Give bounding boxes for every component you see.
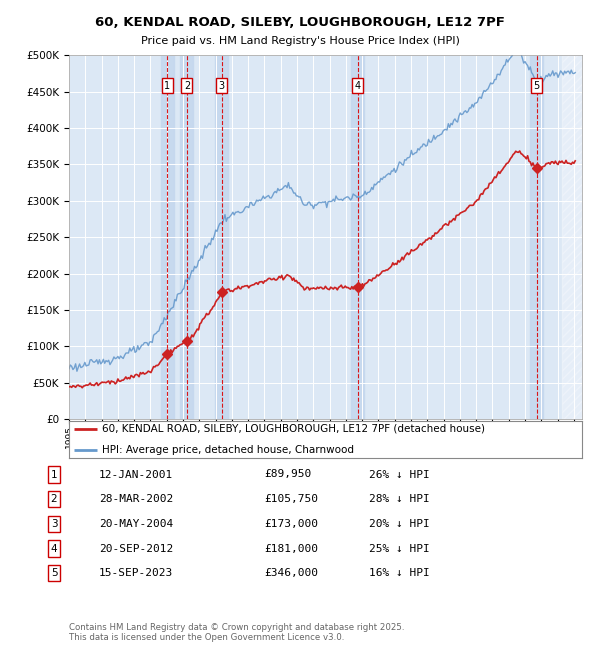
Bar [562, 55, 582, 419]
Text: Price paid vs. HM Land Registry's House Price Index (HPI): Price paid vs. HM Land Registry's House … [140, 36, 460, 46]
Text: 3: 3 [50, 519, 58, 529]
Text: 26% ↓ HPI: 26% ↓ HPI [369, 469, 430, 480]
Text: £89,950: £89,950 [264, 469, 311, 480]
Text: 1: 1 [50, 469, 58, 480]
Text: 4: 4 [355, 81, 361, 91]
Text: £346,000: £346,000 [264, 568, 318, 578]
Text: 20-SEP-2012: 20-SEP-2012 [99, 543, 173, 554]
Text: 2: 2 [50, 494, 58, 504]
Text: 60, KENDAL ROAD, SILEBY, LOUGHBOROUGH, LE12 7PF: 60, KENDAL ROAD, SILEBY, LOUGHBOROUGH, L… [95, 16, 505, 29]
Bar [181, 55, 193, 419]
Text: 25% ↓ HPI: 25% ↓ HPI [369, 543, 430, 554]
Text: 12-JAN-2001: 12-JAN-2001 [99, 469, 173, 480]
Text: 15-SEP-2023: 15-SEP-2023 [99, 568, 173, 578]
Text: £105,750: £105,750 [264, 494, 318, 504]
Text: 60, KENDAL ROAD, SILEBY, LOUGHBOROUGH, LE12 7PF (detached house): 60, KENDAL ROAD, SILEBY, LOUGHBOROUGH, L… [103, 424, 485, 434]
Text: 20-MAY-2004: 20-MAY-2004 [99, 519, 173, 529]
Bar [530, 55, 543, 419]
Text: 28-MAR-2002: 28-MAR-2002 [99, 494, 173, 504]
Text: £173,000: £173,000 [264, 519, 318, 529]
Bar [215, 55, 228, 419]
Text: £181,000: £181,000 [264, 543, 318, 554]
Text: 1: 1 [164, 81, 170, 91]
Text: 5: 5 [533, 81, 539, 91]
Text: 16% ↓ HPI: 16% ↓ HPI [369, 568, 430, 578]
Text: 20% ↓ HPI: 20% ↓ HPI [369, 519, 430, 529]
Text: 3: 3 [218, 81, 225, 91]
Text: HPI: Average price, detached house, Charnwood: HPI: Average price, detached house, Char… [103, 445, 355, 455]
Bar [351, 55, 364, 419]
Bar [161, 55, 174, 419]
Text: Contains HM Land Registry data © Crown copyright and database right 2025.
This d: Contains HM Land Registry data © Crown c… [69, 623, 404, 642]
Text: 5: 5 [50, 568, 58, 578]
Text: 4: 4 [50, 543, 58, 554]
Text: 2: 2 [184, 81, 190, 91]
Text: 28% ↓ HPI: 28% ↓ HPI [369, 494, 430, 504]
